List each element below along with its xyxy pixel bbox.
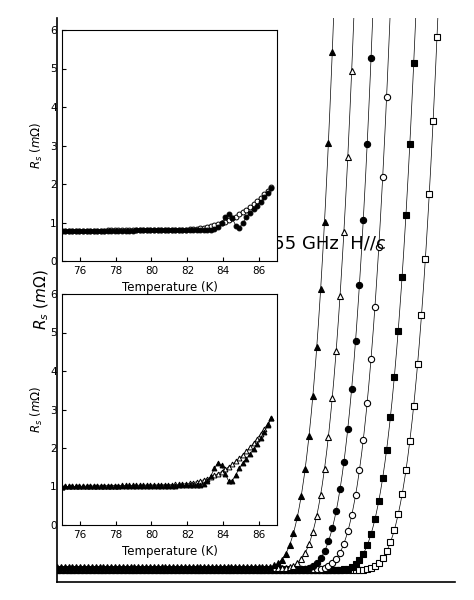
Y-axis label: $R_s\ (m\Omega)$: $R_s\ (m\Omega)$ xyxy=(28,122,45,169)
X-axis label: Temperature (K): Temperature (K) xyxy=(121,545,218,559)
Y-axis label: $R_s\ (m\Omega)$: $R_s\ (m\Omega)$ xyxy=(33,270,51,330)
Text: 9.55 GHz  H//c: 9.55 GHz H//c xyxy=(256,235,386,253)
Y-axis label: $R_s\ (m\Omega)$: $R_s\ (m\Omega)$ xyxy=(28,386,45,433)
X-axis label: Temperature (K): Temperature (K) xyxy=(121,281,218,295)
